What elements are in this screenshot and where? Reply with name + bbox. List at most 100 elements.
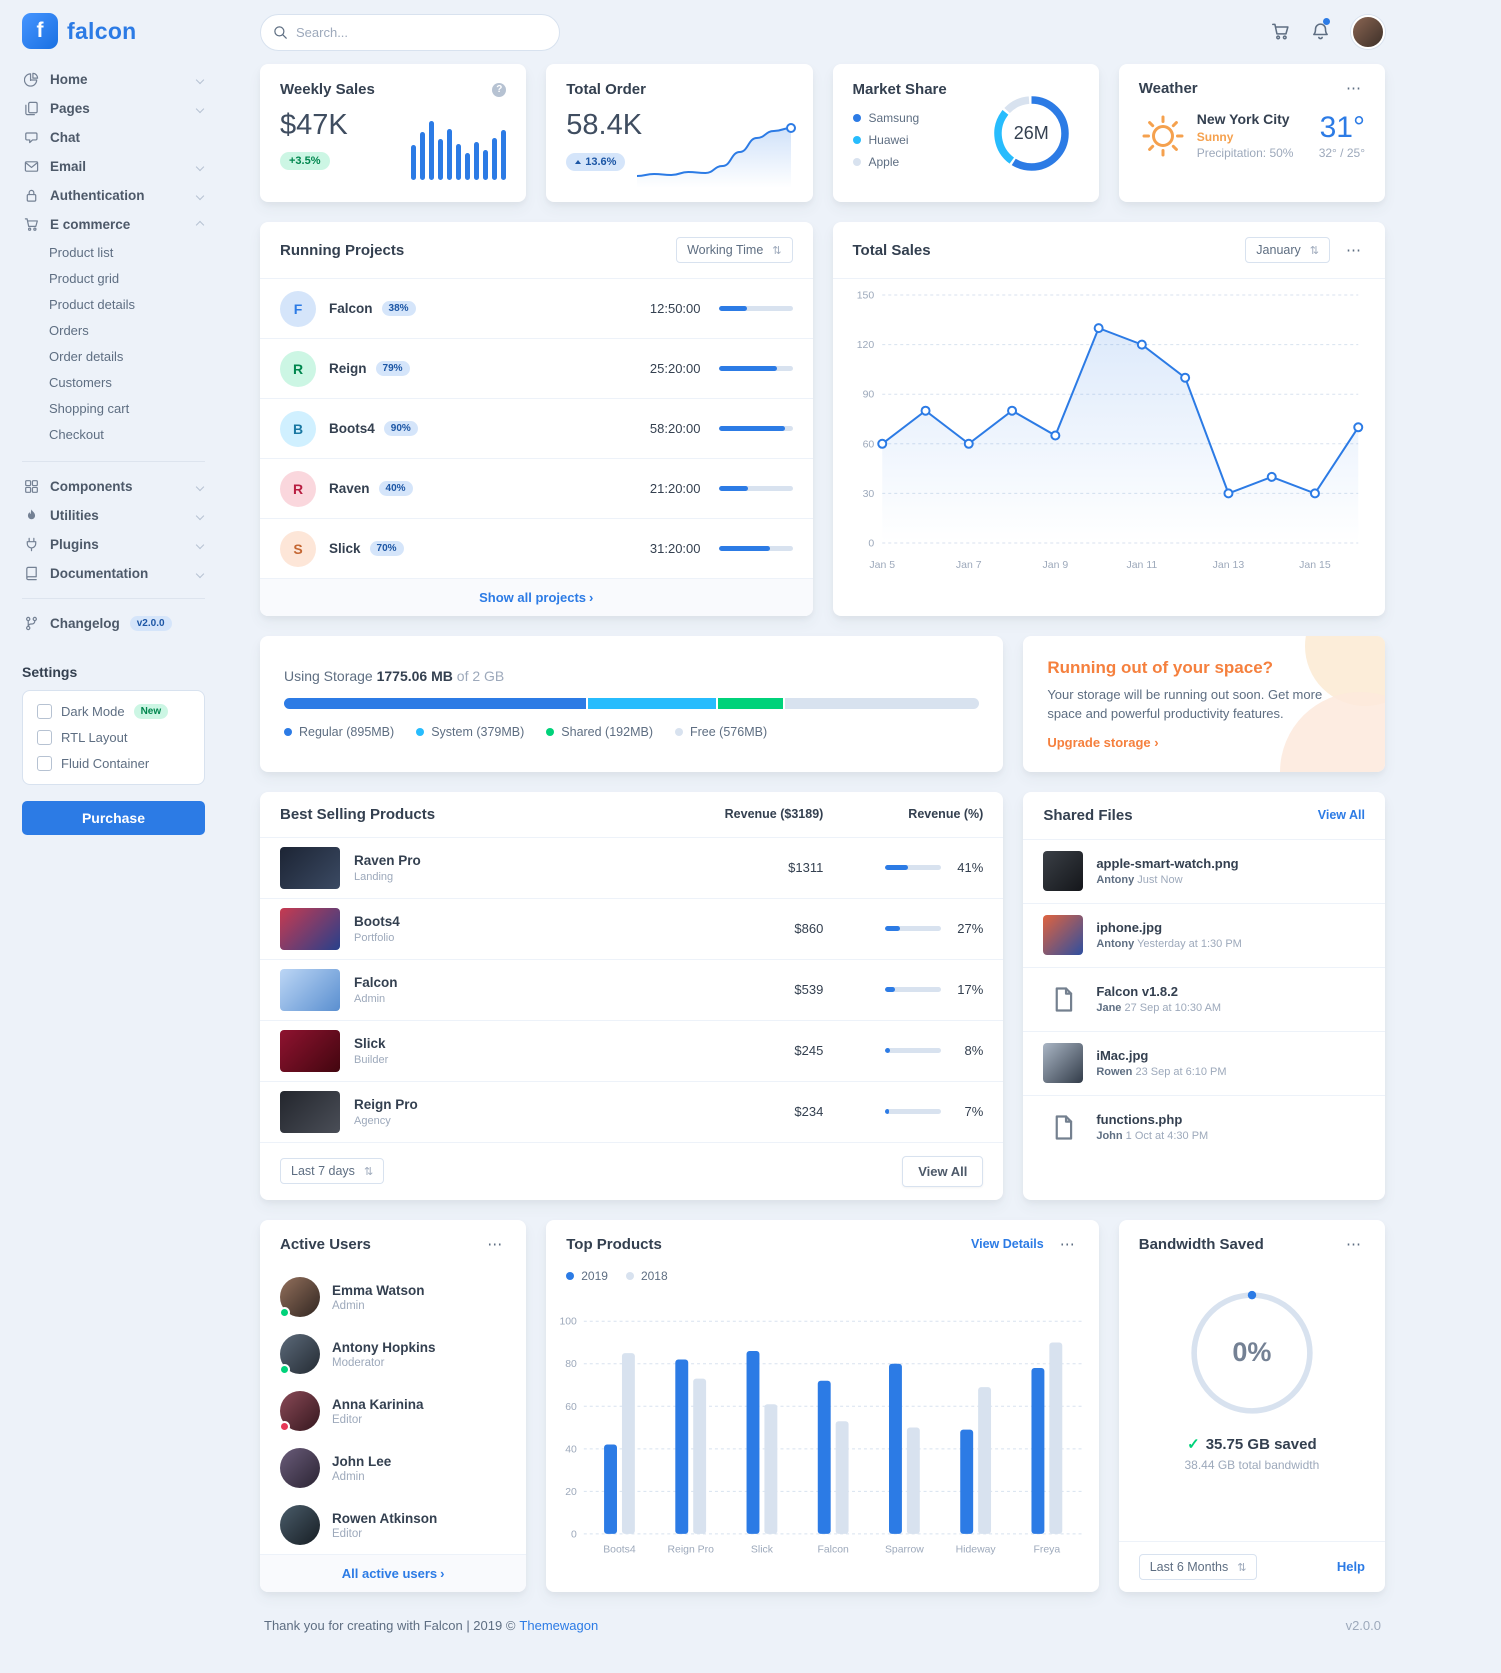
search-input[interactable] (260, 13, 560, 51)
file-name[interactable]: iMac.jpg (1096, 1048, 1149, 1064)
setting-option-rtl-layout[interactable]: RTL Layout (37, 730, 190, 745)
sidebar-item-documentation[interactable]: Documentation (22, 559, 205, 588)
product-name[interactable]: Slick (354, 1035, 386, 1051)
purchase-button[interactable]: Purchase (22, 801, 205, 835)
sidebar-subitem-product-grid[interactable]: Product grid (49, 270, 120, 286)
legend-item-2019[interactable]: 2019 (566, 1269, 608, 1283)
sidebar-subitem-product-details[interactable]: Product details (49, 296, 135, 312)
project-name[interactable]: Reign (329, 361, 367, 376)
shared-files-view-all-link[interactable]: View All (1317, 808, 1365, 823)
project-name[interactable]: Slick (329, 541, 361, 556)
sidebar-item-authentication[interactable]: Authentication (22, 181, 205, 210)
help-link[interactable]: Help (1336, 1559, 1365, 1575)
status-dot (279, 1364, 290, 1376)
legend-dot (675, 728, 683, 737)
sidebar-item-email[interactable]: Email (22, 152, 205, 181)
sidebar-item-plugins[interactable]: Plugins (22, 530, 205, 559)
file-thumbnail[interactable] (1043, 915, 1084, 956)
active-user-emma-watson[interactable]: Emma Watson Admin (260, 1269, 526, 1326)
file-meta: Rowen 23 Sep at 6:10 PM (1096, 1066, 1227, 1079)
cart-icon[interactable] (1271, 22, 1291, 42)
sidebar-subitem-orders[interactable]: Orders (49, 322, 89, 338)
bar (501, 130, 507, 180)
sidebar-item-pages[interactable]: Pages (22, 94, 205, 123)
bandwidth-menu-button[interactable] (1342, 1235, 1365, 1254)
file-name[interactable]: functions.php (1096, 1112, 1183, 1128)
active-users-menu-button[interactable] (483, 1235, 506, 1254)
user-role: Moderator (332, 1356, 385, 1369)
file-thumbnail[interactable] (1043, 1043, 1084, 1084)
product-thumbnail[interactable] (280, 968, 340, 1011)
total-order-value: 58.4K (566, 109, 643, 141)
product-name[interactable]: Reign Pro (354, 1096, 418, 1112)
active-user-antony-hopkins[interactable]: Antony Hopkins Moderator (260, 1326, 526, 1383)
active-user-john-lee[interactable]: John Lee Admin (260, 1440, 526, 1497)
product-thumbnail[interactable] (280, 846, 340, 889)
sidebar-item-utilities[interactable]: Utilities (22, 501, 205, 530)
checkbox[interactable] (37, 730, 52, 745)
weather-menu-button[interactable] (1342, 79, 1365, 98)
view-all-button[interactable]: View All (902, 1155, 984, 1187)
file-thumbnail[interactable] (1043, 851, 1084, 892)
product-thumbnail[interactable] (280, 1029, 340, 1072)
svg-text:Jan 15: Jan 15 (1299, 559, 1331, 571)
upgrade-storage-link[interactable]: Upgrade storage (1047, 735, 1158, 750)
project-name[interactable]: Boots4 (329, 421, 375, 436)
checkbox[interactable] (37, 756, 52, 771)
setting-label: Fluid Container (61, 756, 150, 771)
revenue-progress (885, 865, 942, 871)
sidebar-item-label: Email (50, 159, 87, 174)
file-name[interactable]: apple-smart-watch.png (1096, 856, 1239, 872)
sidebar-item-components[interactable]: Components (22, 472, 205, 501)
sidebar-subitem-order-details[interactable]: Order details (49, 348, 124, 364)
project-name[interactable]: Falcon (329, 301, 373, 316)
project-name[interactable]: Raven (329, 481, 370, 496)
top-products-menu-button[interactable] (1056, 1235, 1079, 1254)
total-sales-menu-button[interactable] (1342, 241, 1365, 260)
product-thumbnail[interactable] (280, 1090, 340, 1133)
file-name[interactable]: iphone.jpg (1096, 920, 1163, 936)
month-select[interactable]: January (1245, 237, 1330, 263)
bell-icon[interactable] (1311, 18, 1331, 42)
storage-segment-1 (588, 698, 717, 710)
sidebar-item-label: Home (50, 72, 88, 87)
sidebar-subitem-checkout[interactable]: Checkout (49, 426, 104, 442)
setting-option-fluid-container[interactable]: Fluid Container (37, 756, 190, 771)
period-value: Last 7 days (291, 1164, 355, 1179)
brand-logo[interactable]: f falcon (22, 13, 205, 49)
active-user-anna-karinina[interactable]: Anna Karinina Editor (260, 1383, 526, 1440)
market-share-card: Market Share Samsung Huawei Apple 26M (832, 64, 1099, 202)
legend-item-2018[interactable]: 2018 (625, 1269, 668, 1283)
sidebar-item-chat[interactable]: Chat (22, 123, 205, 152)
last-7-days-select[interactable]: Last 7 days (280, 1158, 385, 1185)
checkbox[interactable] (37, 704, 52, 719)
sidebar-item-home[interactable]: Home (22, 65, 205, 94)
all-active-users-link[interactable]: All active users (260, 1553, 527, 1592)
weekly-sales-card: Weekly Sales ? $47K +3.5% (260, 64, 527, 202)
product-thumbnail[interactable] (280, 907, 340, 950)
sidebar-subitem-customers[interactable]: Customers (49, 374, 112, 390)
active-user-rowen-atkinson[interactable]: Rowen Atkinson Editor (260, 1497, 526, 1554)
user-avatar[interactable] (1351, 15, 1385, 49)
setting-option-dark-mode[interactable]: Dark Mode New (37, 704, 190, 719)
working-time-select[interactable]: Working Time (676, 237, 793, 263)
product-name[interactable]: Boots4 (354, 913, 400, 929)
user-avatar (280, 1505, 320, 1546)
product-name[interactable]: Raven Pro (354, 852, 421, 868)
product-name[interactable]: Falcon (354, 974, 398, 990)
view-details-link[interactable]: View Details (971, 1237, 1044, 1252)
footer-text: Thank you for creating with Falcon | 201… (264, 1618, 598, 1633)
sidebar-item-e-commerce[interactable]: E commerce (22, 210, 205, 239)
sidebar-item-changelog[interactable]: Changelog v2.0.0 (22, 609, 205, 638)
last-6-months-select[interactable]: Last 6 Months (1138, 1553, 1258, 1580)
show-all-projects-link[interactable]: Show all projects (260, 578, 813, 616)
sidebar-subitem-product-list[interactable]: Product list (49, 244, 114, 260)
bar (483, 150, 489, 180)
themewagon-link[interactable]: Themewagon (519, 1617, 599, 1633)
project-avatar: S (280, 530, 316, 567)
help-icon[interactable]: ? (492, 82, 507, 97)
file-name[interactable]: Falcon v1.8.2 (1096, 984, 1178, 1000)
svg-text:Jan 5: Jan 5 (869, 559, 895, 571)
sidebar-subitem-shopping-cart[interactable]: Shopping cart (49, 400, 130, 416)
